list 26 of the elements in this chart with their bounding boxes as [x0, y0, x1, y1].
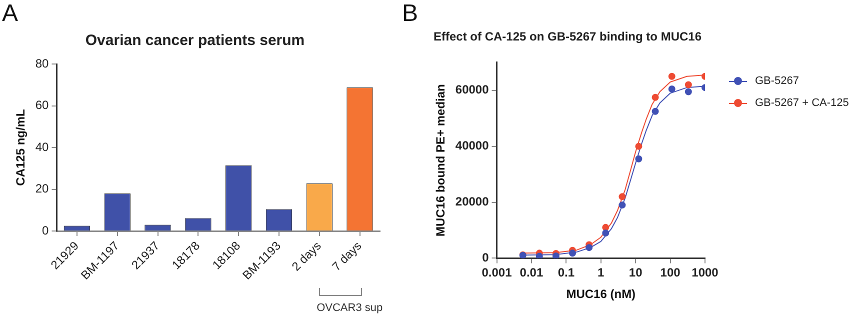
x-tick-label: 1 — [598, 266, 605, 280]
x-axis-title: MUC16 (nM) — [566, 287, 636, 302]
y-tick-label: 20000 — [455, 194, 490, 209]
y-axis-title: MUC16 bound PE+ median — [434, 84, 448, 236]
x-tick-label: 100 — [660, 266, 681, 280]
y-tick-label: 20 — [35, 182, 50, 196]
y-tick-label: 80 — [35, 56, 50, 70]
x-tick-label: 10 — [628, 266, 643, 280]
x-tick-label: 0.001 — [482, 266, 512, 280]
text: B — [402, 0, 418, 28]
chart-title: Effect of CA-125 on GB-5267 binding to MUC16 — [433, 30, 702, 44]
x-tick-label: 0.1 — [558, 266, 575, 280]
x-tick-label: 0.01 — [520, 266, 544, 280]
y-tick-label: 60000 — [455, 82, 490, 97]
y-tick-label: 40000 — [455, 138, 490, 153]
y-tick-label: 40 — [35, 140, 50, 154]
x-tick-label: 1000 — [692, 266, 719, 280]
y-tick-label: 0 — [42, 223, 50, 238]
y-tick-label: 60 — [35, 98, 50, 112]
chart-title: Ovarian cancer patients serum — [85, 32, 305, 50]
y-axis-title: CA125 ng/mL — [14, 109, 28, 186]
legend-label: GB-5267 + CA-125 — [755, 96, 849, 112]
legend-label: GB-5267 — [755, 74, 800, 90]
text: A — [2, 0, 18, 28]
y-tick-label: 0 — [482, 250, 490, 265]
text: OVCAR3 sup — [316, 302, 383, 314]
